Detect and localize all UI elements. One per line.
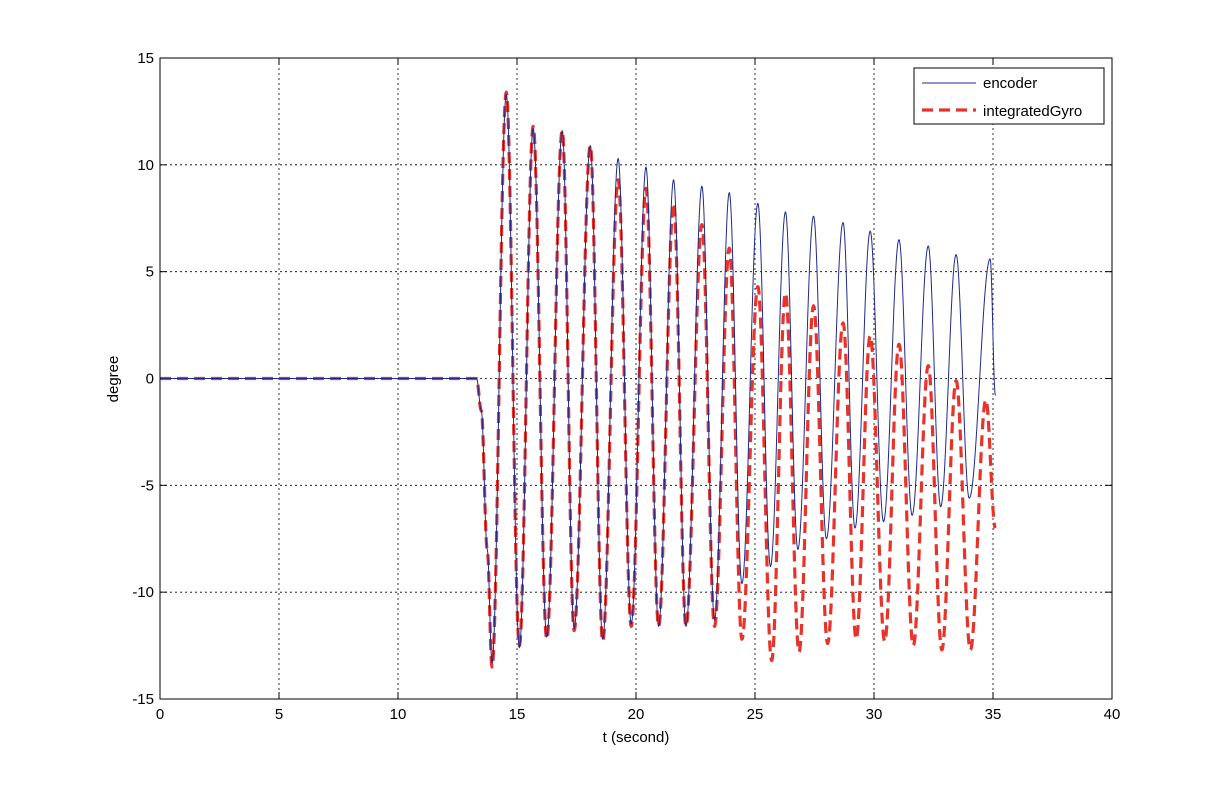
tick-labels: 0 5 10 15 20 25 30 35 40 15 10 5 0 -5 -10 -15 [132,50,1120,723]
legend-box [913,67,1105,125]
series-line-encoder [159,93,996,664]
series-layer [158,90,997,669]
x-axis-label: t (second) [603,729,670,746]
legend-label-encoder: encoder [983,75,1037,92]
x-tick-label: 15 [509,706,526,723]
y-tick-label: 15 [137,50,154,67]
x-tick-label: 25 [747,706,764,723]
y-tick-label: 5 [146,264,154,281]
x-tick-label: 20 [628,706,645,723]
y-tick-label: -10 [132,584,154,601]
x-tick-label: 40 [1104,706,1121,723]
legend-label-integratedGyro: integratedGyro [983,103,1082,120]
y-tick-label: 10 [137,157,154,174]
x-tick-label: 30 [866,706,883,723]
x-tick-label: 35 [985,706,1002,723]
y-tick-label: 0 [146,371,154,388]
y-axis-label: degree [105,356,122,403]
x-tick-label: 5 [275,706,283,723]
y-tick-label: -15 [132,691,154,708]
y-tick-label: -5 [141,477,154,494]
legend: encoder integratedGyro [913,67,1105,125]
x-tick-label: 10 [390,706,407,723]
x-tick-label: 0 [156,706,164,723]
plot-frame [159,57,1113,700]
